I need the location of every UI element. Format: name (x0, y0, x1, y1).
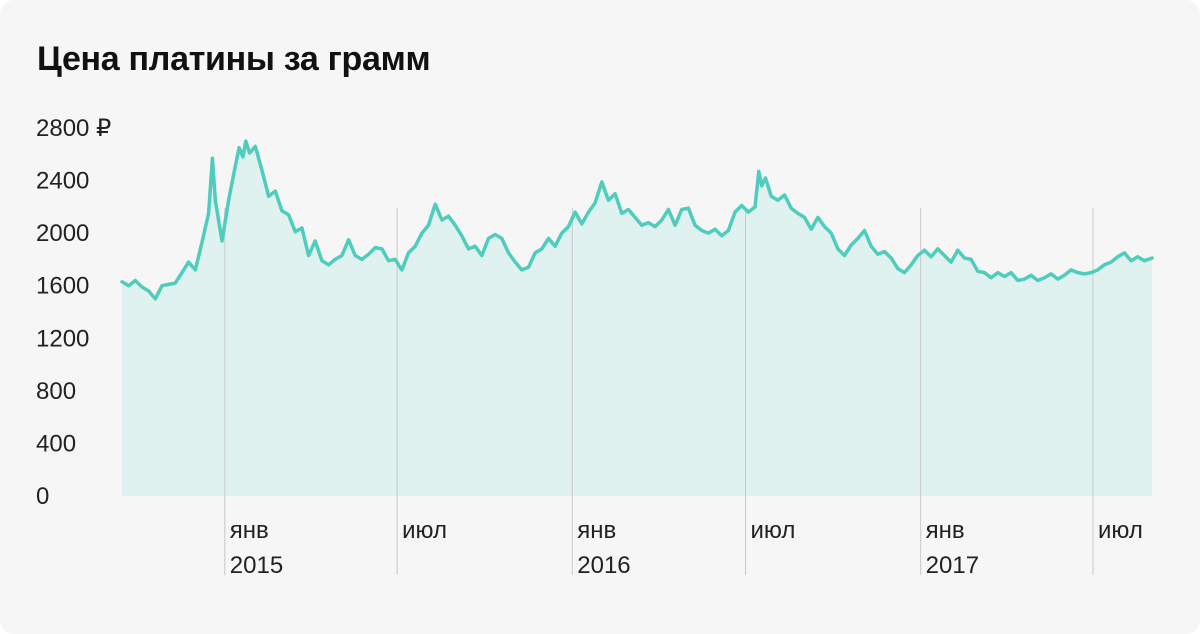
x-tick-month: янв (926, 517, 965, 544)
y-tick-label: 2000 (36, 220, 89, 247)
y-tick-label: 800 (36, 378, 76, 405)
series-area (122, 141, 1152, 496)
x-tick-year: 2016 (577, 552, 630, 579)
plot-area (120, 139, 1154, 575)
y-tick-label: 400 (36, 430, 76, 457)
y-tick-label: 2800 ₽ (36, 115, 111, 142)
series-line (120, 139, 1154, 301)
y-tick-label: 1600 (36, 273, 89, 300)
chart-title: Цена платины за грамм (37, 40, 431, 78)
x-axis: янв 2015 июл янв 2016 июл янв 2017 июл (230, 517, 1143, 579)
x-tick-year: 2015 (230, 552, 283, 579)
y-axis: 2800 ₽ 2400 2000 1600 1200 800 400 0 (36, 115, 111, 510)
x-tick-year: 2017 (926, 552, 979, 579)
y-tick-label: 1200 (36, 325, 89, 352)
x-tick-month: янв (230, 517, 269, 544)
x-tick-month: июл (402, 517, 447, 544)
y-tick-label: 2400 (36, 168, 89, 195)
x-tick-month: янв (577, 517, 616, 544)
x-tick-month: июл (751, 517, 796, 544)
y-tick-label: 0 (36, 483, 49, 510)
x-tick-month: июл (1098, 517, 1143, 544)
